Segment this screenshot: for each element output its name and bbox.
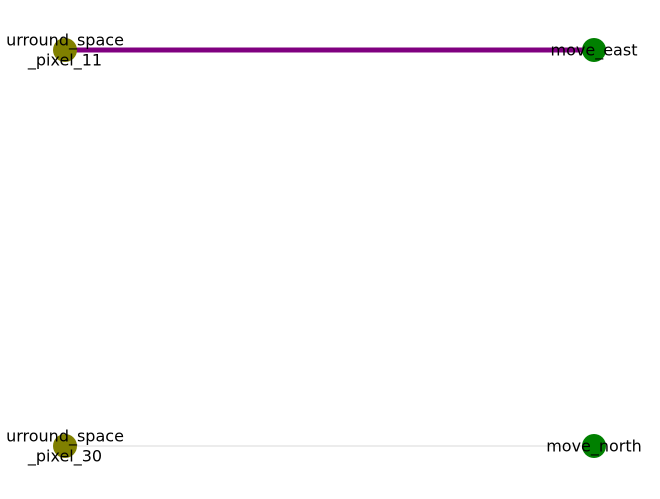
node-label-surround-space-pixel-30-line-2: _pixel_30	[27, 447, 102, 467]
node-move-east[interactable]	[582, 38, 606, 62]
node-label-surround-space-pixel-30-line-1: urround_space	[6, 427, 124, 447]
node-label-move-north-line-1: move_north	[546, 437, 642, 457]
node-label-move-east-line-1: move_east	[551, 41, 638, 61]
node-move-north[interactable]	[582, 434, 606, 458]
node-surround-space-pixel-30[interactable]	[53, 434, 77, 458]
edges-layer	[62, 47, 597, 447]
nodes-layer	[53, 38, 606, 458]
labels-layer: urround_space_pixel_11move_easturround_s…	[6, 31, 642, 467]
node-label-surround-space-pixel-11-line-2: _pixel_11	[27, 51, 102, 71]
node-label-surround-space-pixel-11-line-1: urround_space	[6, 31, 124, 51]
node-surround-space-pixel-11[interactable]	[53, 38, 77, 62]
